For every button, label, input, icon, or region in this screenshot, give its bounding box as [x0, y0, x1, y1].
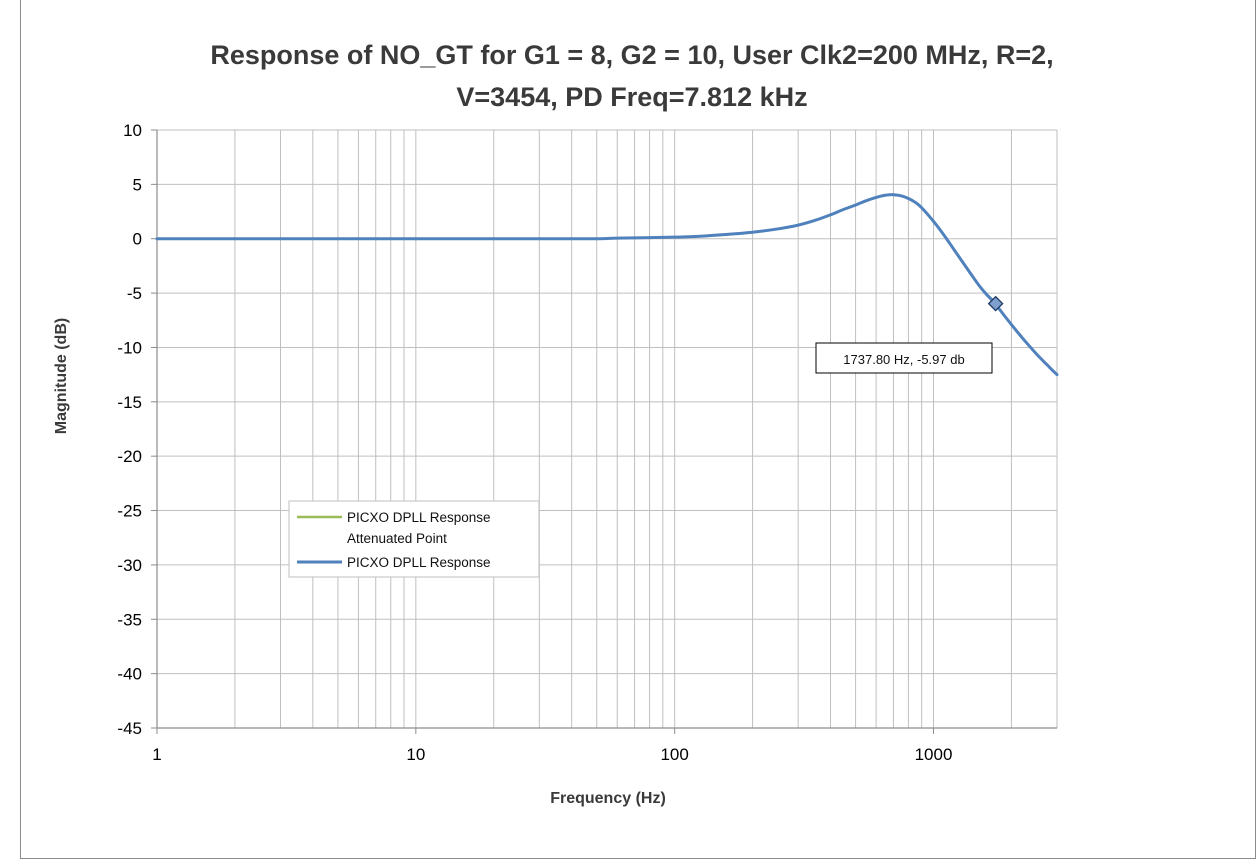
y-tick-label: -15 — [117, 393, 142, 412]
chart-title-line-1: Response of NO_GT for G1 = 8, G2 = 10, U… — [210, 40, 1053, 70]
y-tick-label: -40 — [117, 665, 142, 684]
legend-box — [288, 500, 540, 578]
y-axis-ticks: 10 5 0 -5 -10 -15 -20 -25 -30 -35 -40 -45 — [117, 121, 157, 738]
chart-frame — [20, 0, 1256, 859]
marked-point-annotation: 1737.80 Hz, -5.97 db — [815, 342, 993, 374]
x-tick-label: 10 — [406, 745, 425, 764]
y-tick-label: -45 — [117, 719, 142, 738]
y-tick-label: 0 — [133, 230, 142, 249]
y-tick-label: -25 — [117, 502, 142, 521]
y-tick-label: -30 — [117, 556, 142, 575]
x-axis-ticks: 1 10 100 1000 — [152, 728, 952, 764]
y-tick-label: -10 — [117, 338, 142, 357]
plot-series — [155, 193, 1059, 377]
marked-point-marker — [987, 295, 1004, 312]
legend-entry-label: PICXO DPLL Response — [347, 555, 491, 570]
x-tick-label: 100 — [660, 745, 688, 764]
y-tick-label: 5 — [133, 175, 142, 194]
x-axis-label: Frequency (Hz) — [550, 790, 666, 807]
x-tick-label: 1 — [152, 745, 161, 764]
chart-legend: PICXO DPLL Response Attenuated Point PICXO… — [288, 500, 540, 578]
annotation-box — [815, 342, 993, 374]
y-tick-label: -20 — [117, 447, 142, 466]
y-tick-label: -5 — [127, 284, 142, 303]
chart-title-line-2: V=3454, PD Freq=7.812 kHz — [456, 82, 807, 112]
legend-entry-label: PICXO DPLL Response — [347, 510, 491, 525]
y-tick-label: 10 — [123, 121, 142, 140]
x-tick-label: 1000 — [915, 745, 953, 764]
plot-grid — [156, 129, 1058, 729]
y-tick-label: -35 — [117, 610, 142, 629]
legend-entry-label: Attenuated Point — [347, 531, 447, 546]
series-line — [155, 193, 1059, 377]
y-axis-label: Magnitude (dB) — [53, 318, 70, 434]
annotation-label: 1737.80 Hz, -5.97 db — [843, 352, 964, 367]
